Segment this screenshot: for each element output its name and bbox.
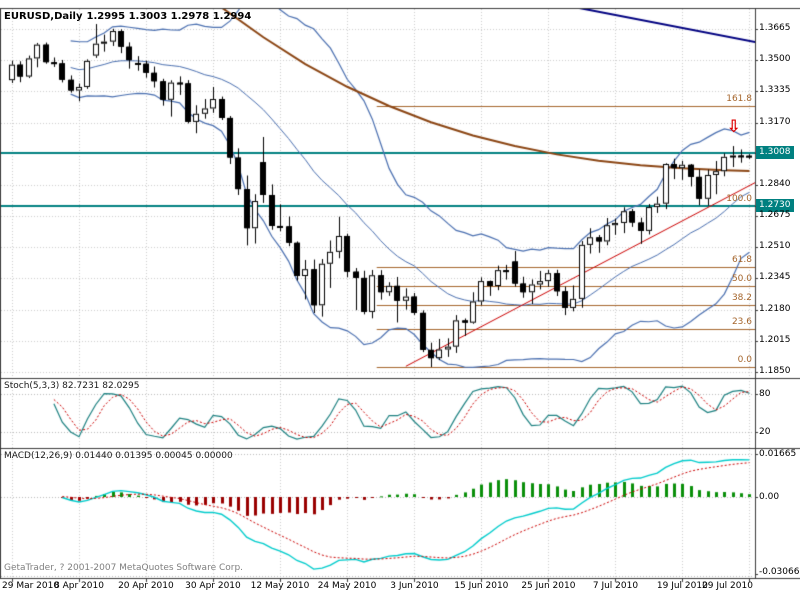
date-axis-label: 29 Jul 2010 [702, 581, 753, 591]
time-axis[interactable] [0, 578, 755, 600]
fib-level-label: 23.6 [731, 316, 752, 327]
date-axis-label: 15 Jun 2010 [454, 581, 509, 591]
date-axis-label: 19 Jul 2010 [656, 581, 708, 591]
ohlc-values: 1.2995 1.3003 1.2978 1.2994 [86, 11, 252, 22]
fib-level-label: 100.0 [726, 193, 752, 204]
price-axis-label: 1.2840 [759, 178, 791, 189]
stoch-axis-label: 20 [759, 426, 771, 437]
price-axis-label: 1.1850 [759, 365, 791, 376]
date-axis-label: 7 Jul 2010 [592, 581, 639, 591]
price-axis-badge: 1.3008 [756, 146, 794, 160]
price-axis-label: 1.2180 [759, 303, 791, 314]
price-axis-badge: 1.2730 [756, 198, 794, 212]
symbol-timeframe-label: EURUSD,Daily [4, 11, 83, 22]
price-axis-label: 1.2345 [759, 272, 791, 283]
price-axis-label: 1.3170 [759, 116, 791, 127]
macd-axis-label: -0.03066 [759, 567, 800, 577]
price-axis-label: 1.3500 [759, 54, 791, 65]
date-axis-label: 30 Apr 2010 [185, 581, 241, 591]
fib-level-label: 61.8 [731, 255, 752, 266]
fib-level-label: 50.0 [731, 274, 752, 285]
macd-indicator-label: MACD(12,26,9) 0.01440 0.01395 0.00045 0.… [4, 451, 233, 461]
date-axis-label: 12 May 2010 [250, 581, 310, 591]
date-axis-label: 3 Jun 2010 [390, 581, 439, 591]
copyright-text: GetaTrader, ? 2001-2007 MetaQuotes Softw… [4, 563, 244, 573]
price-axis-label: 1.2510 [759, 241, 791, 252]
fib-level-label: 161.8 [726, 94, 752, 105]
stoch-indicator-label: Stoch(5,3,3) 82.7231 82.0295 [4, 381, 140, 391]
sell-arrow-icon: ⇩ [726, 116, 741, 137]
stoch-axis-label: 80 [759, 389, 771, 400]
chart-title: EURUSD,Daily 1.2995 1.3003 1.2978 1.2994 [4, 11, 251, 22]
date-axis-label: 24 May 2010 [317, 581, 377, 591]
price-axis-label: 1.3335 [759, 85, 791, 96]
price-axis-label: 1.2675 [759, 210, 791, 221]
macd-axis-label: 0.01665 [759, 449, 797, 460]
fib-level-label: 38.2 [731, 293, 752, 304]
price-axis-label: 1.2015 [759, 334, 791, 345]
date-axis-label: 8 Apr 2010 [54, 581, 104, 591]
date-axis-label: 29 Mar 2010 [2, 581, 60, 591]
macd-axis-label: 0.00 [759, 492, 780, 502]
price-axis-label: 1.3665 [759, 23, 791, 34]
date-axis-label: 20 Apr 2010 [118, 581, 174, 591]
date-axis-label: 25 Jun 2010 [521, 581, 576, 591]
fib-level-label: 0.0 [737, 355, 752, 366]
